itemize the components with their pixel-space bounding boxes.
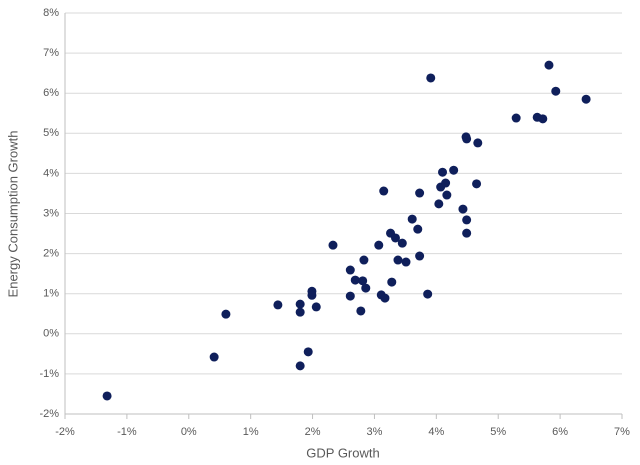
point — [345, 291, 355, 301]
x-tick-label: -1% — [117, 426, 137, 438]
y-tick-label: 3% — [43, 207, 59, 219]
y-tick-label: 1% — [43, 288, 59, 300]
point — [390, 233, 400, 243]
point — [551, 86, 561, 96]
point — [295, 307, 305, 317]
point — [307, 290, 317, 300]
point — [209, 352, 219, 362]
y-tick-label: 8% — [43, 7, 59, 19]
point — [397, 238, 407, 248]
y-tick-label: 0% — [43, 328, 59, 340]
x-tick-label: 5% — [490, 426, 506, 438]
point — [401, 257, 411, 267]
point — [303, 347, 313, 357]
point — [415, 188, 425, 198]
x-tick-label: 4% — [428, 426, 444, 438]
point — [462, 215, 472, 225]
x-tick-label: 3% — [366, 426, 382, 438]
point — [345, 265, 355, 275]
point — [387, 277, 397, 287]
y-tick-label: -2% — [39, 408, 59, 420]
y-tick-label: 2% — [43, 248, 59, 260]
x-tick-label: -2% — [55, 426, 75, 438]
point — [434, 199, 444, 209]
point — [393, 255, 403, 265]
x-tick-label: 6% — [552, 426, 568, 438]
point — [423, 289, 433, 299]
point — [407, 214, 417, 224]
x-tick-label: 7% — [614, 426, 630, 438]
y-tick-label: 7% — [43, 47, 59, 59]
point — [356, 306, 366, 316]
point — [441, 178, 451, 188]
point — [413, 224, 423, 234]
point — [273, 300, 283, 310]
y-tick-label: 5% — [43, 127, 59, 139]
point — [295, 361, 305, 371]
point — [221, 309, 231, 319]
y-axis-title: Energy Consumption Growth — [5, 131, 20, 298]
point — [328, 240, 338, 250]
x-axis-title: GDP Growth — [306, 445, 379, 460]
point — [359, 255, 369, 265]
point — [426, 73, 436, 83]
point — [462, 134, 472, 144]
point — [458, 204, 468, 214]
point — [581, 94, 591, 104]
y-tick-label: 6% — [43, 87, 59, 99]
x-tick-label: 0% — [181, 426, 197, 438]
x-tick-label: 2% — [305, 426, 321, 438]
point — [295, 299, 305, 309]
point — [442, 190, 452, 200]
point — [361, 283, 371, 293]
point — [473, 138, 483, 148]
point — [449, 165, 459, 175]
point — [415, 251, 425, 261]
point — [511, 113, 521, 123]
point — [380, 293, 390, 303]
point — [358, 276, 368, 286]
point — [544, 60, 554, 70]
x-tick-label: 1% — [243, 426, 259, 438]
point — [311, 302, 321, 312]
point — [472, 179, 482, 189]
point — [538, 114, 548, 124]
point — [350, 275, 360, 285]
point — [102, 391, 112, 401]
y-tick-label: -1% — [39, 368, 59, 380]
point — [379, 186, 389, 196]
y-tick-label: 4% — [43, 167, 59, 179]
point — [462, 228, 472, 238]
point — [438, 167, 448, 177]
point — [374, 240, 384, 250]
